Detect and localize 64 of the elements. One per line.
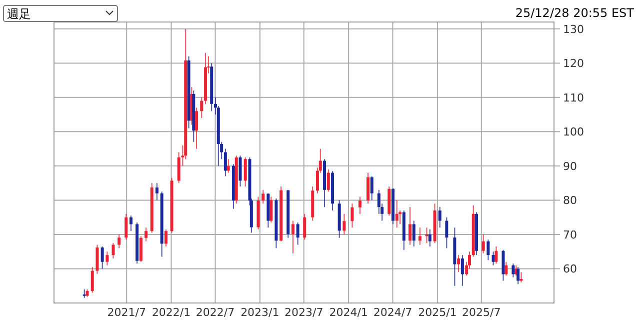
candlestick [224,148,227,177]
candlestick [504,261,508,276]
candlestick [502,249,505,282]
candlestick [512,263,515,278]
candlestick [342,213,346,235]
candlestick [106,251,109,266]
x-tick-label: 2023/7 [284,306,324,319]
candlestick [395,200,398,228]
candlestick [486,239,490,261]
candlestick [164,228,168,247]
x-tick-label: 2022/1 [152,306,191,319]
candlestick [428,228,432,247]
y-tick-label: 120 [563,57,584,70]
candlestick [244,156,247,187]
candlestick [438,206,442,228]
x-tick-label: 2022/7 [196,306,235,319]
candlestick [482,234,485,254]
candlestick [200,96,204,118]
y-tick-label: 70 [563,228,577,242]
y-tick-label: 100 [563,126,584,139]
candlestick [291,220,294,254]
candlestick [195,107,198,150]
candlestick [358,196,362,214]
candlestick [226,158,230,174]
candlestick [270,196,273,223]
y-tick-label: 110 [563,91,584,104]
x-tick-label: 2024/7 [373,306,412,319]
candlestick [370,176,374,201]
text: 25/12/28 20:55 EST [515,6,635,20]
candlestick [460,254,464,286]
y-tick-label: 90 [563,160,577,173]
candlestick [100,246,104,270]
x-tick-label: 2024/1 [329,306,368,319]
candlestick [118,234,121,249]
candlestick [418,227,422,246]
candlestick [408,206,412,246]
y-tick-label: 80 [563,194,577,208]
candlestick [326,168,330,192]
y-tick-label: 60 [563,262,577,276]
y-tick-label: 130 [563,22,584,36]
candlestick [144,227,148,242]
candlestick [303,213,306,240]
candlestick [350,203,354,228]
candlestick [90,266,94,294]
candlestick [129,215,132,232]
candlestick [262,189,265,204]
candlestick [112,242,115,259]
x-tick-label: 2021/7 [107,306,146,319]
candlestick [412,220,416,247]
candlestick [139,236,142,262]
candlestick [238,155,242,187]
x-tick-label: 2025/1 [418,306,457,319]
x-tick-label: 2025/7 [462,306,501,319]
candlestick [96,244,99,274]
candlestick [457,254,460,273]
candlestick [155,182,158,201]
select: 週足 [3,5,118,22]
candlestick [366,172,370,204]
candlestick [124,213,128,240]
candlestick [494,246,498,264]
candlestick [296,222,300,246]
candlestick [516,266,520,285]
candlestick [445,216,448,249]
x-tick-label: 2023/1 [240,306,280,319]
